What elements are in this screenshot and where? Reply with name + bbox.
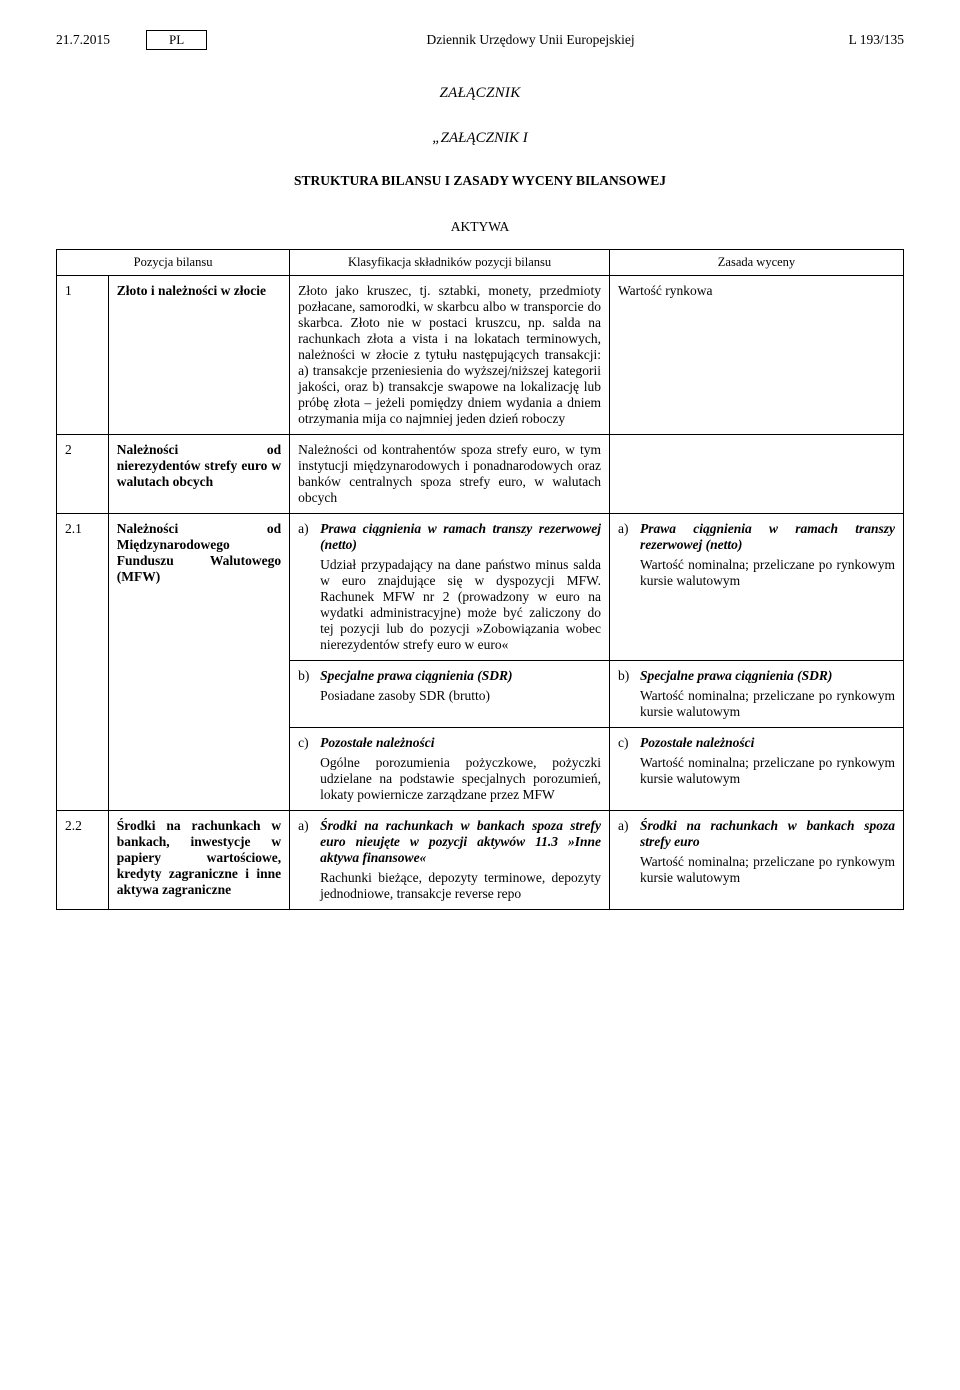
row-zasada bbox=[609, 435, 903, 514]
header-lang: PL bbox=[146, 30, 207, 50]
annex-sub-label: „ZAŁĄCZNIK I bbox=[56, 130, 904, 147]
row-pozycja: Należności od Międzynarodowego Funduszu … bbox=[108, 514, 289, 811]
lit-label: a) bbox=[618, 818, 640, 886]
annex-header: ZAŁĄCZNIK „ZAŁĄCZNIK I STRUKTURA BILANSU… bbox=[56, 85, 904, 189]
lit-desc: Rachunki bieżące, depozyty terminowe, de… bbox=[320, 870, 601, 902]
lit-title: Specjalne prawa ciągnienia (SDR) bbox=[640, 668, 832, 683]
row-klas: Złoto jako kruszec, tj. sztabki, monety,… bbox=[290, 276, 610, 435]
header-title: Dziennik Urzędowy Unii Europejskiej bbox=[257, 32, 804, 48]
lit-desc: Wartość nominalna; przeliczane po rynkow… bbox=[640, 854, 895, 886]
lit-label: c) bbox=[298, 735, 320, 803]
row-number: 2.2 bbox=[57, 811, 109, 910]
lit-title: Pozostałe należności bbox=[320, 735, 434, 750]
lit-label: a) bbox=[298, 521, 320, 653]
lit-title: Prawa ciągnienia w ramach transzy rezerw… bbox=[320, 521, 601, 552]
table-row: 2.1 Należności od Międzynarodowego Fundu… bbox=[57, 514, 904, 661]
row-klas: a) Środki na rachunkach w bankach spoza … bbox=[290, 811, 610, 910]
balance-table: Pozycja bilansu Klasyfikacja składników … bbox=[56, 249, 904, 910]
row-klas: Należności od kontrahentów spoza strefy … bbox=[290, 435, 610, 514]
row-zasada: b) Specjalne prawa ciągnienia (SDR) Wart… bbox=[609, 661, 903, 728]
page-header: 21.7.2015 PL Dziennik Urzędowy Unii Euro… bbox=[56, 30, 904, 50]
lit-title: Środki na rachunkach w bankach spoza str… bbox=[640, 818, 895, 849]
row-zasada: Wartość rynkowa bbox=[609, 276, 903, 435]
row-pozycja: Środki na rachunkach w bankach, inwestyc… bbox=[108, 811, 289, 910]
row-zasada: c) Pozostałe należności Wartość nominaln… bbox=[609, 728, 903, 811]
row-number: 2 bbox=[57, 435, 109, 514]
row-zasada: a) Prawa ciągnienia w ramach transzy rez… bbox=[609, 514, 903, 661]
lit-label: a) bbox=[618, 521, 640, 589]
header-date: 21.7.2015 bbox=[56, 32, 146, 48]
row-klas: a) Prawa ciągnienia w ramach transzy rez… bbox=[290, 514, 610, 661]
row-klas: b) Specjalne prawa ciągnienia (SDR) Posi… bbox=[290, 661, 610, 728]
th-zasada: Zasada wyceny bbox=[609, 250, 903, 276]
th-klasyfikacja: Klasyfikacja składników pozycji bilansu bbox=[290, 250, 610, 276]
section-title: STRUKTURA BILANSU I ZASADY WYCENY BILANS… bbox=[56, 173, 904, 189]
row-zasada: a) Środki na rachunkach w bankach spoza … bbox=[609, 811, 903, 910]
table-row: 2.2 Środki na rachunkach w bankach, inwe… bbox=[57, 811, 904, 910]
lit-title: Prawa ciągnienia w ramach transzy rezerw… bbox=[640, 521, 895, 552]
row-number: 2.1 bbox=[57, 514, 109, 811]
lit-desc: Udział przypadający na dane państwo minu… bbox=[320, 557, 601, 653]
header-page-number: L 193/135 bbox=[804, 32, 904, 48]
lit-label: c) bbox=[618, 735, 640, 787]
row-pozycja: Złoto i należności w złocie bbox=[108, 276, 289, 435]
lit-desc: Wartość nominalna; przeliczane po rynkow… bbox=[640, 755, 895, 787]
lit-desc: Ogólne porozumienia pożyczkowe, pożyczki… bbox=[320, 755, 601, 803]
table-row: 2 Należności od nierezydentów strefy eur… bbox=[57, 435, 904, 514]
lit-desc: Wartość nominalna; przeliczane po rynkow… bbox=[640, 688, 895, 720]
row-pozycja: Należności od nierezydentów strefy euro … bbox=[108, 435, 289, 514]
lit-label: b) bbox=[298, 668, 320, 704]
lit-title: Pozostałe należności bbox=[640, 735, 754, 750]
lit-title: Środki na rachunkach w bankach spoza str… bbox=[320, 818, 601, 865]
lit-desc: Wartość nominalna; przeliczane po rynkow… bbox=[640, 557, 895, 589]
annex-main-label: ZAŁĄCZNIK bbox=[56, 85, 904, 102]
row-number: 1 bbox=[57, 276, 109, 435]
th-pozycja: Pozycja bilansu bbox=[57, 250, 290, 276]
lit-title: Specjalne prawa ciągnienia (SDR) bbox=[320, 668, 512, 683]
table-row: 1 Złoto i należności w złocie Złoto jako… bbox=[57, 276, 904, 435]
lit-label: a) bbox=[298, 818, 320, 902]
lit-desc: Posiadane zasoby SDR (brutto) bbox=[320, 688, 601, 704]
lit-label: b) bbox=[618, 668, 640, 720]
aktywa-label: AKTYWA bbox=[56, 219, 904, 235]
row-klas: c) Pozostałe należności Ogólne porozumie… bbox=[290, 728, 610, 811]
